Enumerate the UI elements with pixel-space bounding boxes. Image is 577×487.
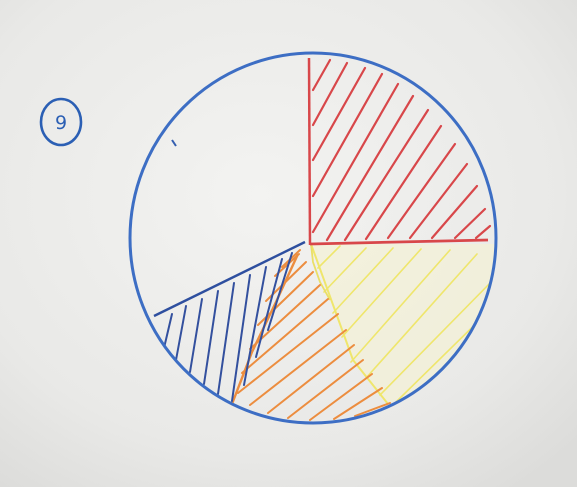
blue-hatch-lines: [163, 252, 293, 402]
blue-slice: [153, 240, 306, 402]
red-hatch-line-6: [343, 108, 430, 242]
red-hatch-line-1: [311, 61, 349, 127]
blue-hatch-line-7: [255, 258, 283, 358]
orange-slice: [230, 249, 391, 421]
red-hatch-line-5: [325, 94, 415, 242]
blue-hatch-line-5: [231, 274, 251, 402]
red-hatch-line-10: [430, 184, 479, 240]
badge-number: 9: [55, 112, 67, 134]
outline-pen-mark: [171, 139, 177, 147]
orange-hatch-line-11: [354, 402, 391, 417]
yellow-hatch-line-1: [323, 247, 367, 293]
orange-hatch-line-10: [333, 387, 383, 420]
red-hatch-line-8: [386, 142, 457, 240]
orange-hatch-line-6: [249, 329, 347, 406]
red-hatch-line-11: [453, 207, 487, 240]
red-hatch-line-12: [474, 224, 492, 240]
red-hatch-line-9: [408, 162, 469, 240]
red-hatch-line-7: [364, 124, 443, 241]
blue-hatch-line-6: [243, 266, 267, 386]
yellow-slice-border: [310, 243, 389, 405]
red-hatch-line-2: [311, 66, 367, 162]
yellow-slice-border-left: [310, 243, 331, 301]
blue-hatch-line-0: [163, 313, 173, 349]
red-slice-vertical-border: [307, 57, 312, 246]
yellow-hatch-line-2: [332, 247, 394, 314]
badge-circle: [39, 97, 83, 147]
blue-hatch-line-4: [217, 282, 235, 395]
yellow-hatch-line-4: [350, 249, 451, 363]
red-hatch-line-4: [311, 82, 400, 234]
yellow-hatch-line-6: [379, 277, 496, 396]
red-slice: [307, 57, 492, 246]
red-hatch-lines: [311, 58, 492, 242]
number-badge: 9: [39, 97, 83, 147]
yellow-hatch-line-0: [317, 245, 341, 269]
red-hatch-line-3: [311, 72, 384, 198]
orange-hatch-line-4: [241, 298, 329, 374]
blue-hatch-line-1: [175, 305, 187, 361]
orange-hatch-lines: [237, 249, 391, 421]
blue-hatch-line-2: [189, 298, 203, 373]
orange-hatch-line-8: [287, 359, 364, 419]
blue-slice-border: [153, 240, 306, 318]
orange-hatch-line-7: [267, 344, 355, 414]
yellow-hatch-line-5: [365, 253, 478, 379]
yellow-hatch-line-3: [341, 248, 422, 338]
red-slice-horizontal-border: [309, 238, 489, 246]
blue-hatch-line-3: [203, 290, 219, 385]
orange-hatch-line-5: [237, 313, 339, 394]
orange-hatch-line-9: [309, 373, 373, 421]
blue-hatch-line-8: [267, 252, 293, 331]
red-hatch-line-0: [311, 58, 332, 92]
pie-outline: [128, 51, 498, 425]
